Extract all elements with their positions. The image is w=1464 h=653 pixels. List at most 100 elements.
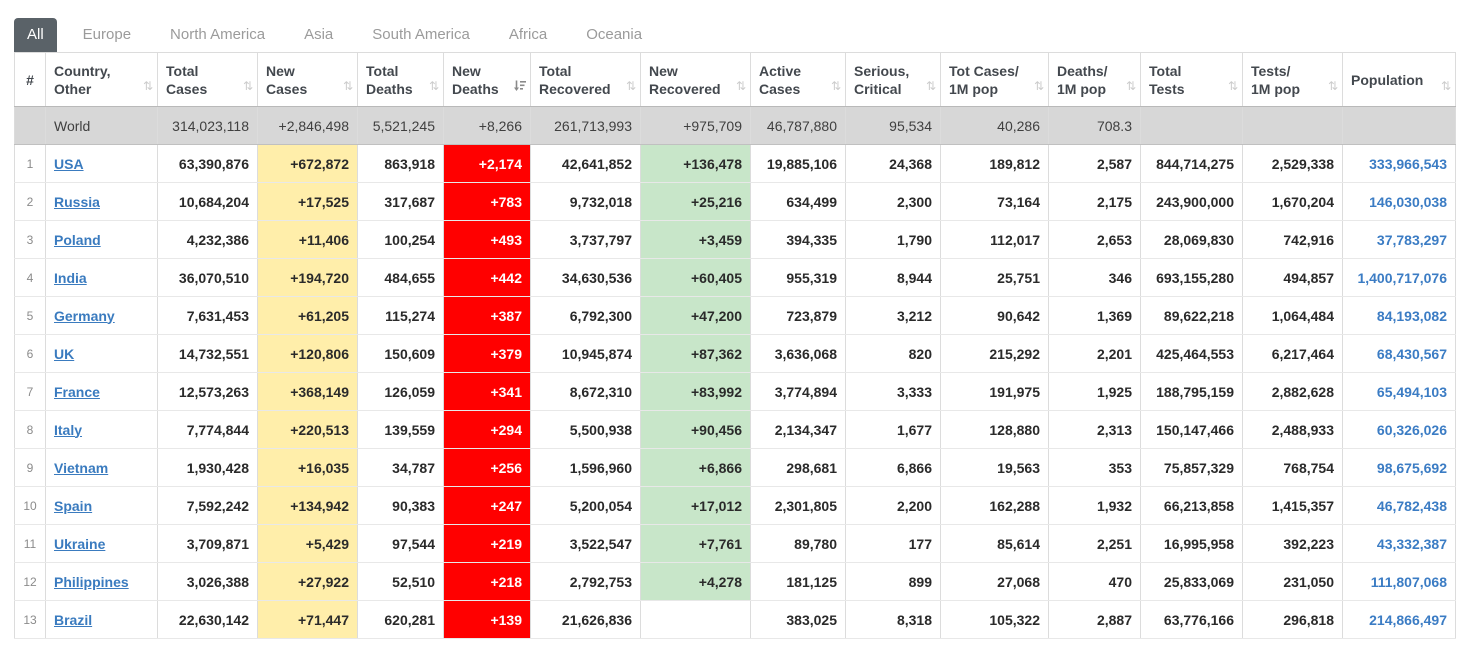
serious-critical-cell: 820: [845, 334, 941, 373]
new-deaths-cell: +219: [443, 524, 531, 563]
total-recovered-cell: 6,792,300: [530, 296, 641, 335]
column-label: 1M pop: [1251, 80, 1300, 97]
population-cell[interactable]: 84,193,082: [1342, 296, 1456, 335]
country-link[interactable]: Poland: [54, 231, 101, 248]
deaths-per-1m-cell: 346: [1048, 258, 1141, 297]
column-header-serious-critical[interactable]: Serious, Critical ⇅: [845, 52, 941, 107]
population-cell[interactable]: 65,494,103: [1342, 372, 1456, 411]
column-header-tot-cases-1m-pop[interactable]: Tot Cases/1M pop ⇅: [940, 52, 1049, 107]
column-header-total-deaths[interactable]: Total Deaths ⇅: [357, 52, 444, 107]
continent-tabbar: All Europe North America Asia South America A…: [0, 0, 1464, 52]
population-cell[interactable]: 1,400,717,076: [1342, 258, 1456, 297]
continent-tab-europe[interactable]: Europe: [82, 26, 132, 43]
country-link[interactable]: Philippines: [54, 573, 129, 590]
column-label: New: [266, 62, 295, 79]
cases-per-1m-cell: 191,975: [940, 372, 1049, 411]
total-cases-cell: 7,592,242: [157, 486, 258, 525]
country-link[interactable]: India: [54, 269, 87, 286]
new-deaths-cell: +387: [443, 296, 531, 335]
new-deaths-cell: +256: [443, 448, 531, 487]
country-link[interactable]: Germany: [54, 307, 115, 324]
total-cases-cell: 22,630,142: [157, 600, 258, 639]
continent-tab-north-america[interactable]: North America: [170, 26, 266, 43]
column-header-total-cases[interactable]: Total Cases ⇅: [157, 52, 258, 107]
total-recovered-cell: 5,200,054: [530, 486, 641, 525]
serious-critical-cell: 2,200: [845, 486, 941, 525]
new-recovered-cell: +83,992: [640, 372, 751, 411]
country-link[interactable]: Russia: [54, 193, 100, 210]
deaths-per-1m-cell: 2,587: [1048, 144, 1141, 183]
column-header-new-recovered[interactable]: New Recovered ⇅: [640, 52, 751, 107]
sort-icon: ⇅: [1125, 79, 1136, 93]
population-cell[interactable]: 60,326,026: [1342, 410, 1456, 449]
country-link[interactable]: USA: [54, 155, 84, 172]
population-cell[interactable]: 333,966,543: [1342, 144, 1456, 183]
population-cell[interactable]: 37,783,297: [1342, 220, 1456, 259]
column-header-new-cases[interactable]: New Cases ⇅: [257, 52, 358, 107]
column-label: Total: [166, 62, 199, 79]
cases-per-1m-cell: 27,068: [940, 562, 1049, 601]
country-link[interactable]: UK: [54, 345, 75, 362]
serious-critical-cell: 24,368: [845, 144, 941, 183]
new-deaths-cell: +442: [443, 258, 531, 297]
new-recovered-cell: +7,761: [640, 524, 751, 563]
continent-tab-all[interactable]: All: [14, 18, 57, 52]
new-recovered-cell: +4,278: [640, 562, 751, 601]
cases-per-1m-cell: 189,812: [940, 144, 1049, 183]
column-header-active-cases[interactable]: Active Cases ⇅: [750, 52, 846, 107]
column-header-deaths-1m-pop[interactable]: Deaths/1M pop ⇅: [1048, 52, 1141, 107]
column-label: Cases: [166, 80, 208, 97]
country-link[interactable]: Ukraine: [54, 535, 106, 552]
country-link[interactable]: Italy: [54, 421, 83, 438]
column-header-country-other[interactable]: Country, Other ⇅: [45, 52, 158, 107]
column-header-tests-1m-pop[interactable]: Tests/1M pop ⇅: [1242, 52, 1343, 107]
total-tests-cell: 425,464,553: [1140, 334, 1243, 373]
country-cell: Italy: [45, 410, 158, 449]
column-label: New: [649, 62, 678, 79]
column-header-new-deaths[interactable]: New Deaths: [443, 52, 531, 107]
rank-cell: 1: [14, 144, 46, 183]
sort-icon: ⇅: [830, 79, 841, 93]
column-header-population[interactable]: Population ⇅: [1342, 52, 1456, 107]
population-cell[interactable]: 146,030,038: [1342, 182, 1456, 221]
sort-icon: ⇅: [1033, 79, 1044, 93]
population-cell[interactable]: 46,782,438: [1342, 486, 1456, 525]
new-deaths-cell: +139: [443, 600, 531, 639]
total-deaths-cell: 90,383: [357, 486, 444, 525]
population-cell[interactable]: 43,332,387: [1342, 524, 1456, 563]
population-cell[interactable]: 98,675,692: [1342, 448, 1456, 487]
tests-per-1m-cell: 2,488,933: [1242, 410, 1343, 449]
cases-per-1m-cell: 90,642: [940, 296, 1049, 335]
new-recovered-cell: +25,216: [640, 182, 751, 221]
continent-tab-south-america[interactable]: South America: [372, 26, 470, 43]
total-deaths-cell: 620,281: [357, 600, 444, 639]
total-deaths-cell: 126,059: [357, 372, 444, 411]
country-link[interactable]: Vietnam: [54, 459, 109, 476]
column-label: Total: [539, 62, 572, 79]
column-header-total-tests[interactable]: Total Tests ⇅: [1140, 52, 1243, 107]
population-cell[interactable]: 111,807,068: [1342, 562, 1456, 601]
serious-critical-cell: 2,300: [845, 182, 941, 221]
column-label: Critical: [854, 80, 902, 97]
country-link[interactable]: France: [54, 383, 100, 400]
total-deaths-cell: 52,510: [357, 562, 444, 601]
country-cell: France: [45, 372, 158, 411]
rank-cell: 2: [14, 182, 46, 221]
sort-icon: ⇅: [925, 79, 936, 93]
country-link[interactable]: Spain: [54, 497, 93, 514]
total-deaths-cell: 317,687: [357, 182, 444, 221]
new-deaths-cell: +493: [443, 220, 531, 259]
country-link[interactable]: Brazil: [54, 611, 93, 628]
continent-tab-oceania[interactable]: Oceania: [586, 26, 643, 43]
column-header-total-recovered[interactable]: Total Recovered ⇅: [530, 52, 641, 107]
continent-tab-asia[interactable]: Asia: [304, 26, 334, 43]
population-cell[interactable]: 214,866,497: [1342, 600, 1456, 639]
deaths-per-1m-cell: 2,653: [1048, 220, 1141, 259]
serious-critical-cell: 6,866: [845, 448, 941, 487]
serious-critical-cell: 1,677: [845, 410, 941, 449]
total-cases-cell: 1,930,428: [157, 448, 258, 487]
total-cases-cell: 12,573,263: [157, 372, 258, 411]
total-cases-cell: 7,631,453: [157, 296, 258, 335]
continent-tab-africa[interactable]: Africa: [508, 26, 548, 43]
population-cell[interactable]: 68,430,567: [1342, 334, 1456, 373]
